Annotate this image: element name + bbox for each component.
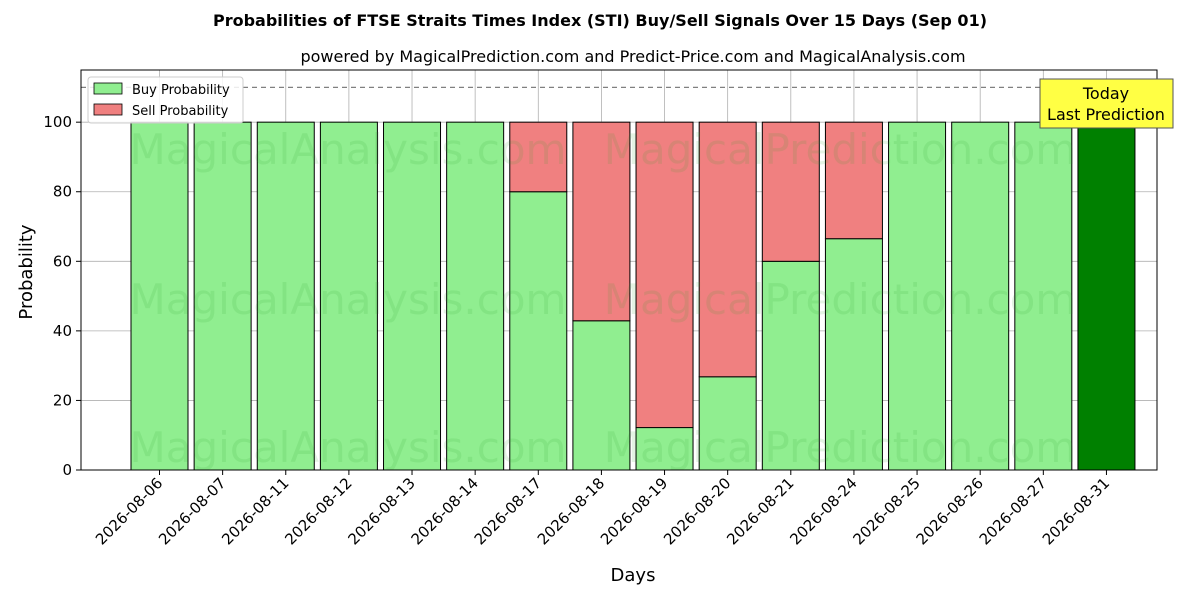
buy-bar-2026-08-12 (319, 121, 378, 471)
today-annotation-line1: Today (1082, 84, 1129, 103)
legend-box (87, 76, 244, 124)
watermark-analysis-1: MagicalAnalysis.com (130, 275, 567, 324)
buy-bar-2026-08-25 (888, 121, 947, 471)
today-annotation: Today Last Prediction (1039, 78, 1174, 129)
legend-sell-swatch (93, 103, 123, 116)
watermark-prediction-0: MagicalPrediction.com (604, 125, 1077, 174)
buy-bar-2026-08-21 (761, 260, 820, 471)
buy-bar-2026-08-27 (1014, 121, 1073, 471)
x-tick-label-7: 2026-08-18 (534, 474, 608, 548)
x-tick-label-15: 2026-08-31 (1039, 474, 1113, 548)
buy-bar-2026-08-20 (698, 376, 757, 471)
y-tick-label-2: 40 (53, 322, 72, 340)
legend-buy-label: Buy Probability (132, 83, 230, 98)
chart-subtitle: powered by MagicalPrediction.com and Pre… (300, 47, 965, 66)
today-annotation-box (1039, 78, 1174, 129)
x-axis-ticks: 2026-08-062026-08-072026-08-112026-08-12… (92, 470, 1113, 548)
sell-bar-2026-08-17 (509, 121, 568, 193)
buy-bar-2026-08-13 (383, 121, 442, 471)
x-tick-label-1: 2026-08-07 (155, 474, 229, 548)
sell-bar-2026-08-18 (572, 121, 631, 322)
x-axis-label: Days (611, 565, 656, 586)
x-tick-label-6: 2026-08-17 (471, 474, 545, 548)
y-axis-ticks: 0 20 40 60 80 100 (43, 113, 81, 479)
buy-bar-2026-08-18 (572, 320, 631, 471)
x-tick-label-0: 2026-08-06 (92, 474, 166, 548)
y-tick-label-0: 0 (62, 461, 72, 479)
x-tick-label-4: 2026-08-13 (344, 474, 418, 548)
legend-buy-swatch (93, 82, 123, 95)
watermark-analysis-0: MagicalAnalysis.com (130, 125, 567, 174)
sell-bar-2026-08-21 (761, 121, 820, 262)
watermark-prediction-2: MagicalPrediction.com (604, 423, 1077, 472)
x-tick-label-10: 2026-08-21 (723, 474, 797, 548)
watermarks: MagicalAnalysis.com MagicalPrediction.com… (130, 125, 1077, 472)
chart-title: Probabilities of FTSE Straits Times Inde… (213, 11, 987, 30)
x-tick-label-9: 2026-08-20 (660, 474, 734, 548)
x-tick-label-14: 2026-08-27 (976, 474, 1050, 548)
y-tick-label-1: 20 (53, 391, 72, 409)
buy-bar-2026-08-14 (446, 121, 505, 471)
sell-bar-2026-08-20 (698, 121, 757, 378)
bars (130, 121, 1136, 471)
x-tick-label-11: 2026-08-24 (786, 474, 860, 548)
sell-bar-2026-08-24 (824, 121, 883, 240)
x-tick-label-3: 2026-08-12 (281, 474, 355, 548)
y-tick-label-5: 100 (43, 113, 72, 131)
legend: Buy Probability Sell Probability (87, 76, 244, 124)
legend-sell-label: Sell Probability (132, 104, 229, 119)
plot-frame (80, 69, 1158, 471)
x-tick-label-8: 2026-08-19 (597, 474, 671, 548)
today-annotation-line2: Last Prediction (1047, 105, 1165, 124)
buy-bar-2026-08-26 (951, 121, 1010, 471)
x-tick-label-12: 2026-08-25 (850, 474, 924, 548)
y-tick-label-4: 80 (53, 183, 72, 201)
watermark-analysis-2: MagicalAnalysis.com (130, 423, 567, 472)
buy-bar-2026-08-31 (1077, 121, 1136, 471)
watermark-prediction-1: MagicalPrediction.com (604, 275, 1077, 324)
buy-bar-2026-08-24 (824, 238, 883, 471)
y-tick-label-3: 60 (53, 252, 72, 270)
buy-bar-2026-08-17 (509, 191, 568, 471)
x-tick-label-5: 2026-08-14 (408, 474, 482, 548)
x-tick-label-13: 2026-08-26 (913, 474, 987, 548)
sell-bar-2026-08-19 (635, 121, 694, 429)
x-tick-label-2: 2026-08-11 (218, 474, 292, 548)
y-axis-label: Probability (16, 224, 37, 319)
